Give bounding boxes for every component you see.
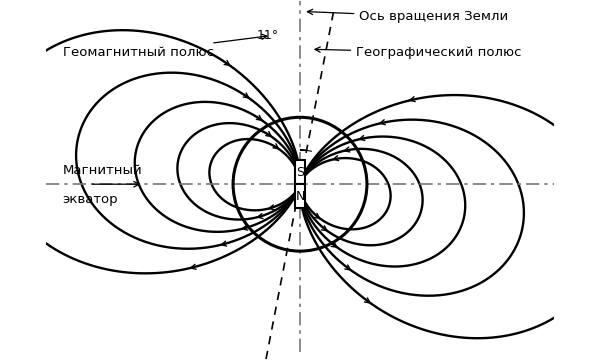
Text: Географический полюс: Географический полюс xyxy=(315,46,521,59)
Text: 11°: 11° xyxy=(257,29,278,42)
Bar xyxy=(295,160,305,184)
Text: S: S xyxy=(296,166,304,179)
Text: N: N xyxy=(295,189,305,203)
Text: экватор: экватор xyxy=(62,193,118,206)
Bar xyxy=(295,184,305,208)
Text: Ось вращения Земли: Ось вращения Земли xyxy=(307,9,509,23)
Text: Геомагнитный полюс: Геомагнитный полюс xyxy=(62,34,267,59)
Text: Магнитный: Магнитный xyxy=(62,164,142,177)
